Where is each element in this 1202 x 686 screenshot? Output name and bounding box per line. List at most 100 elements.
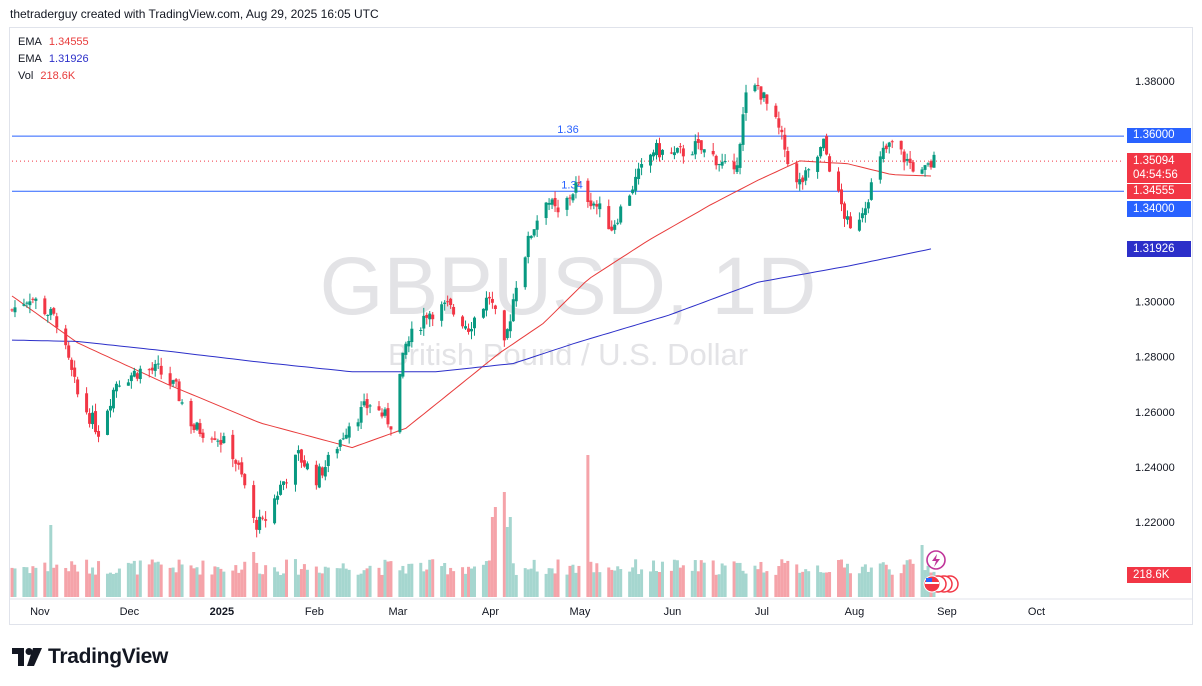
volume-bar <box>881 562 885 597</box>
legend-volume[interactable]: Vol 218.6K <box>18 70 75 82</box>
legend-ema-fast[interactable]: EMA 1.34555 <box>18 36 89 48</box>
volume-bar <box>765 571 769 597</box>
volume-bar <box>97 561 101 597</box>
candle-body <box>34 298 38 301</box>
volume-bar <box>85 559 89 597</box>
candles <box>10 77 936 538</box>
ema-fast-line[interactable] <box>11 160 932 449</box>
volume-bar <box>693 560 697 597</box>
candle-body <box>881 147 885 160</box>
volume-bar <box>735 562 739 597</box>
volume-bar <box>201 560 205 597</box>
volume-bar <box>514 574 518 597</box>
volume-bar <box>323 566 327 597</box>
candle-body <box>317 466 321 488</box>
candle-body <box>314 464 318 486</box>
candle-body <box>356 422 360 427</box>
volume-bar <box>669 570 673 597</box>
volume-bar <box>678 567 682 597</box>
candle-body <box>574 182 578 193</box>
legend-value: 1.34555 <box>48 36 89 48</box>
volume-bar <box>46 571 50 597</box>
volume-bar <box>628 571 632 597</box>
candle-body <box>565 197 569 210</box>
volume-bar <box>774 574 778 597</box>
candle-body <box>732 161 736 170</box>
volume-bar <box>108 572 112 597</box>
volume-bar <box>255 562 259 597</box>
candle-body <box>243 474 247 486</box>
volume-bar <box>252 552 256 597</box>
candle-body <box>753 85 757 92</box>
candle-body <box>487 296 491 299</box>
volume-bar <box>502 492 506 597</box>
candle-body <box>114 383 118 392</box>
candle-body <box>446 301 450 303</box>
flag-stripe <box>925 582 939 584</box>
volume-bar <box>276 571 280 597</box>
time-axis[interactable]: Nov Dec 2025 Feb Mar Apr May Jun Jul Aug Sep Oct <box>10 598 1192 618</box>
current-price-value: 1.35094 <box>1133 155 1175 167</box>
chart-frame[interactable] <box>9 27 1193 625</box>
candle-body <box>347 426 351 438</box>
current-price-badge: 1.35094 04:54:56 <box>1127 153 1191 183</box>
ema-slow-line[interactable] <box>11 248 932 373</box>
candle-body <box>801 177 805 183</box>
volume-bar <box>884 564 888 597</box>
candle-body <box>198 423 202 434</box>
volume-bar <box>114 572 118 597</box>
time-axis-label: May <box>570 606 591 618</box>
tradingview-logo[interactable]: TradingView <box>12 645 168 669</box>
candle-body <box>616 222 620 224</box>
candle-body <box>822 138 826 149</box>
candle-body <box>765 94 769 104</box>
volume-bar <box>481 564 485 597</box>
volume-bar <box>911 563 915 597</box>
candle-body <box>380 412 384 417</box>
volume-bar <box>902 564 906 597</box>
volume-bar <box>386 561 390 597</box>
volume-bar <box>887 569 891 597</box>
volume-bar <box>159 564 163 597</box>
volume-bar <box>711 560 715 597</box>
candle-body <box>714 155 718 166</box>
volume-bar <box>508 517 512 597</box>
legend-ema-slow[interactable]: EMA 1.31926 <box>18 53 89 65</box>
candle-body <box>326 454 330 466</box>
candle-body <box>681 148 685 157</box>
volume-bar <box>828 572 832 597</box>
candle-body <box>117 385 121 387</box>
volume-bar <box>91 567 95 597</box>
candle-body <box>73 367 77 377</box>
candle-body <box>777 118 781 128</box>
candle-body <box>219 439 223 445</box>
candle-body <box>213 438 217 440</box>
volume-bar <box>341 563 345 597</box>
candle-body <box>655 142 659 156</box>
volume-bar <box>335 568 339 597</box>
candle-body <box>481 308 485 318</box>
candle-body <box>293 454 297 485</box>
candle-body <box>425 314 429 318</box>
candle-body <box>22 304 26 306</box>
price-axis[interactable]: 1.380001.360001.340001.320001.300001.280… <box>1135 76 1175 529</box>
ema-lines <box>11 160 932 449</box>
volume-bar <box>696 571 700 597</box>
volume-bar <box>837 560 841 597</box>
candle-body <box>634 176 638 191</box>
volume-bar <box>649 571 653 597</box>
candle-body <box>923 165 927 170</box>
candle-body <box>783 134 787 150</box>
candle-body <box>359 407 363 423</box>
volume-bar <box>422 571 426 597</box>
candle-body <box>508 321 512 332</box>
price-axis-label: 1.24000 <box>1135 462 1175 474</box>
candle-body <box>386 408 390 425</box>
volume-bar <box>607 567 611 597</box>
volume-bar <box>905 560 909 597</box>
candle-body <box>884 145 888 150</box>
event-markers[interactable] <box>923 550 959 593</box>
volume-bar <box>359 573 363 597</box>
candle-body <box>690 154 694 156</box>
